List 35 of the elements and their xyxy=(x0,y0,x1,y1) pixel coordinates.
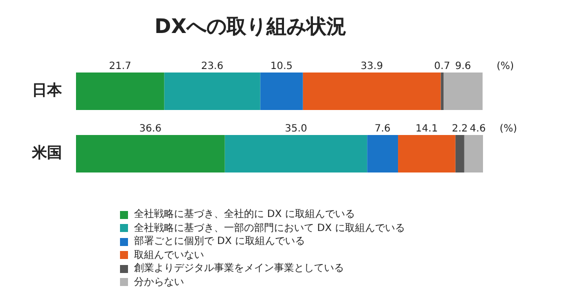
data-label: 10.5 xyxy=(270,61,293,72)
data-label: 23.6 xyxy=(201,61,224,72)
data-label: 14.1 xyxy=(416,124,438,135)
bar xyxy=(76,72,164,110)
text: (%) xyxy=(496,61,514,72)
data-label: 35.0 xyxy=(284,124,308,135)
text: (%) xyxy=(500,124,518,135)
bar xyxy=(398,135,456,172)
data-label: 9.6 xyxy=(455,61,472,72)
data-label: 33.9 xyxy=(360,61,383,72)
bar xyxy=(302,72,441,110)
data-label: 36.6 xyxy=(139,124,162,135)
bar xyxy=(224,135,368,172)
bar xyxy=(455,135,464,172)
data-label: 4.6 xyxy=(470,124,486,135)
legend-label: 分からない xyxy=(134,276,184,289)
bar xyxy=(440,72,444,110)
data-label: 21.7 xyxy=(108,61,132,72)
bar xyxy=(367,135,398,172)
chart-title: DXへの取り組み状況 xyxy=(154,14,347,38)
y-tick-label: 日本 xyxy=(32,81,63,100)
legend-label: 取組んでいない xyxy=(134,248,204,262)
bar xyxy=(444,72,483,110)
bar xyxy=(76,135,225,172)
bar xyxy=(164,72,260,110)
legend-label: 創業よりデジタル事業をメイン事業としている xyxy=(134,262,344,276)
data-label: 0.7 xyxy=(434,61,450,72)
data-label: 2.2 xyxy=(452,124,468,135)
bar xyxy=(464,135,483,172)
bar xyxy=(260,72,303,110)
y-tick-label: 米国 xyxy=(31,144,62,162)
legend-label: 全社戦略に基づき、全社的に DX に取組んでいる xyxy=(134,208,355,222)
data-label: 7.6 xyxy=(374,124,391,135)
legend-label: 全社戦略に基づき、一部の部門において DX に取組んでいる xyxy=(134,222,405,235)
legend-label: 部署ごとに個別で DX に取組んでいる xyxy=(134,235,305,248)
